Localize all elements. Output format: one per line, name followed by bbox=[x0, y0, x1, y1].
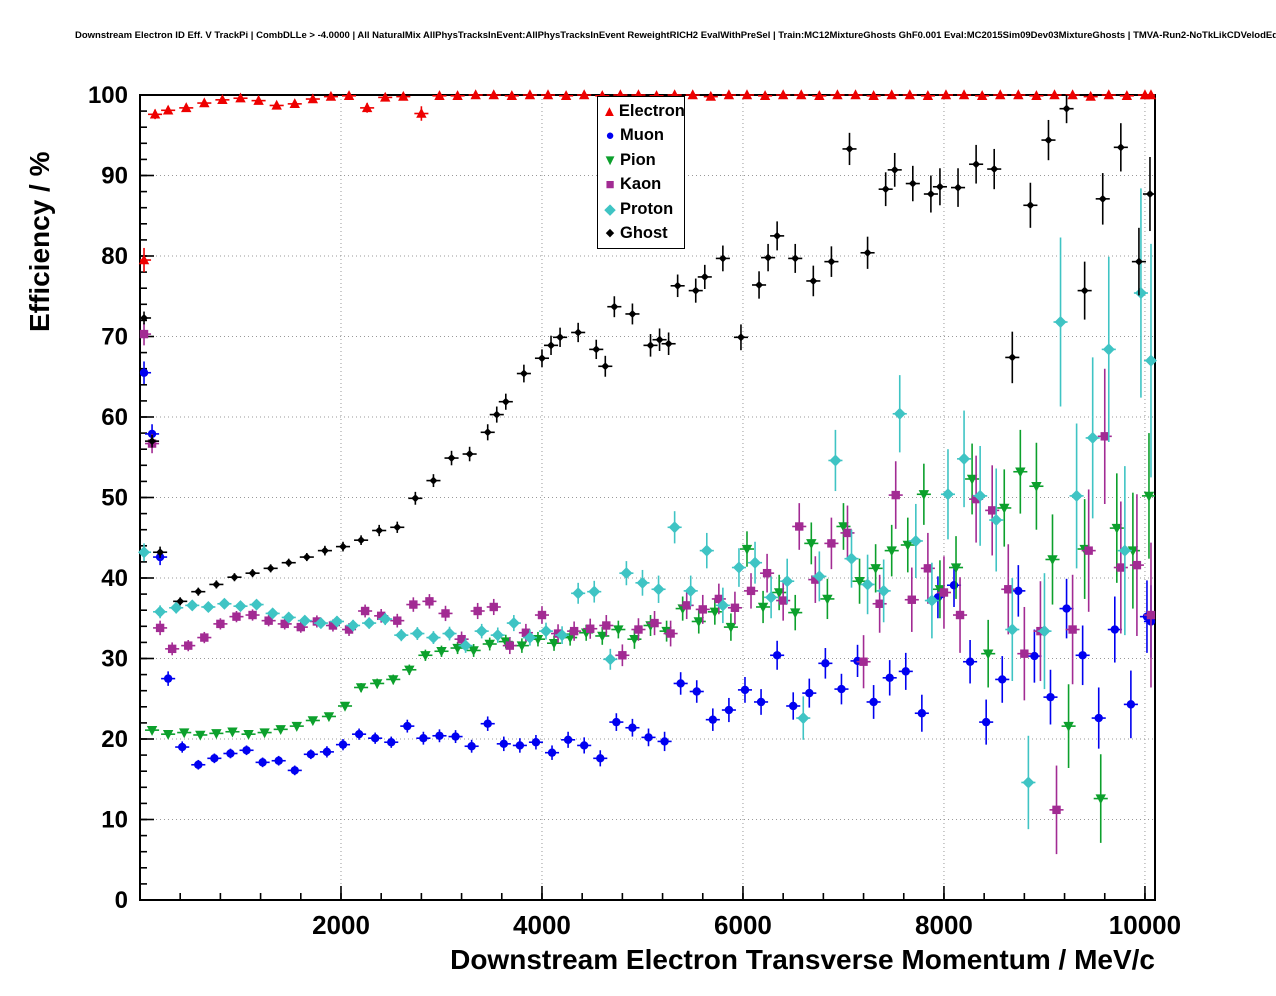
svg-text:8000: 8000 bbox=[915, 910, 973, 940]
proton-marker-icon: ◆ bbox=[604, 200, 616, 218]
svg-text:2000: 2000 bbox=[312, 910, 370, 940]
svg-text:6000: 6000 bbox=[714, 910, 772, 940]
legend-entry-ghost: ◆ Ghost bbox=[602, 222, 684, 247]
legend-entry-pion: ▼ Pion bbox=[602, 148, 684, 173]
legend: ▲ Electron ● Muon ▼ Pion ■ Kaon ◆ Proton ◆ Ghost bbox=[597, 96, 685, 249]
svg-text:10: 10 bbox=[101, 807, 128, 834]
svg-text:50: 50 bbox=[101, 485, 128, 512]
muon-marker-icon: ● bbox=[605, 127, 615, 145]
legend-label-kaon: Kaon bbox=[620, 175, 662, 194]
legend-entry-proton: ◆ Proton bbox=[602, 197, 684, 222]
legend-label-electron: Electron bbox=[618, 101, 685, 120]
svg-text:20: 20 bbox=[101, 726, 128, 753]
legend-entry-kaon: ■ Kaon bbox=[602, 173, 684, 198]
svg-text:90: 90 bbox=[101, 163, 128, 190]
svg-text:70: 70 bbox=[101, 324, 128, 351]
svg-text:0: 0 bbox=[115, 887, 128, 914]
svg-text:100: 100 bbox=[88, 82, 128, 109]
legend-label-pion: Pion bbox=[620, 150, 656, 169]
svg-text:40: 40 bbox=[101, 565, 128, 592]
svg-text:4000: 4000 bbox=[513, 910, 571, 940]
legend-label-proton: Proton bbox=[620, 199, 674, 218]
electron-marker-icon: ▲ bbox=[602, 102, 617, 120]
svg-text:30: 30 bbox=[101, 646, 128, 673]
legend-entry-electron: ▲ Electron bbox=[602, 99, 685, 124]
pion-marker-icon: ▼ bbox=[602, 151, 618, 169]
legend-label-ghost: Ghost bbox=[620, 224, 668, 243]
svg-text:10000: 10000 bbox=[1109, 910, 1181, 940]
legend-label-muon: Muon bbox=[620, 126, 664, 145]
ghost-marker-icon: ◆ bbox=[605, 227, 615, 240]
x-axis-title: Downstream Electron Transverse Momentum … bbox=[450, 944, 1155, 975]
legend-entry-muon: ● Muon bbox=[602, 124, 684, 149]
kaon-marker-icon: ■ bbox=[605, 176, 615, 194]
svg-text:60: 60 bbox=[101, 404, 128, 431]
plot-config-title: Downstream Electron ID Eff. V TrackPi | … bbox=[75, 30, 1276, 41]
svg-text:80: 80 bbox=[101, 243, 128, 270]
